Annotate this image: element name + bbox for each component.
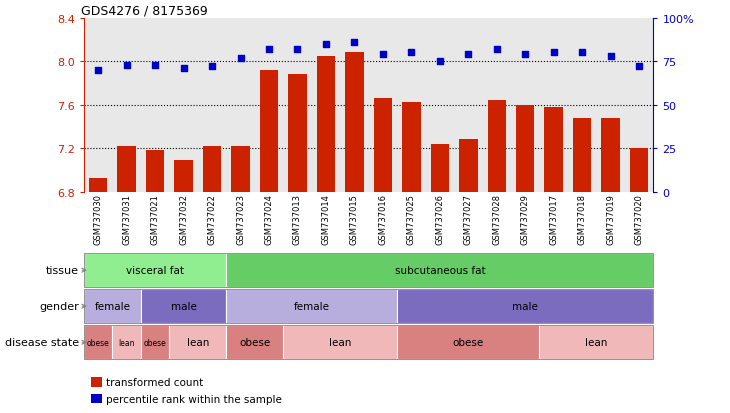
Text: tissue: tissue <box>46 266 79 275</box>
Point <box>235 55 247 62</box>
Point <box>206 64 218 71</box>
Bar <box>146 151 164 192</box>
Point <box>548 50 559 57</box>
Bar <box>174 161 193 192</box>
Point <box>292 47 304 53</box>
Point <box>406 50 418 57</box>
Text: visceral fat: visceral fat <box>126 266 184 275</box>
Point <box>263 47 274 53</box>
Point <box>491 47 502 53</box>
Point <box>121 62 133 69</box>
Point <box>434 59 445 65</box>
Bar <box>345 53 364 192</box>
Text: obese: obese <box>239 337 270 347</box>
Text: female: female <box>293 301 330 311</box>
Bar <box>488 101 506 192</box>
Bar <box>89 179 107 192</box>
Text: percentile rank within the sample: percentile rank within the sample <box>106 394 282 404</box>
Point <box>178 66 190 72</box>
Bar <box>203 147 221 192</box>
Point <box>577 50 588 57</box>
Text: disease state: disease state <box>4 337 79 347</box>
Text: lean: lean <box>187 337 209 347</box>
Text: subcutaneous fat: subcutaneous fat <box>394 266 485 275</box>
Point <box>349 40 361 46</box>
Text: transformed count: transformed count <box>106 377 203 387</box>
Bar <box>573 118 591 192</box>
Point <box>634 64 645 71</box>
Point <box>604 53 616 60</box>
Text: lean: lean <box>585 337 607 347</box>
Bar <box>118 147 136 192</box>
Bar <box>602 118 620 192</box>
Bar <box>630 149 648 192</box>
Point <box>519 52 531 58</box>
Bar <box>374 99 392 192</box>
Point <box>149 62 161 69</box>
Bar <box>288 75 307 192</box>
Bar <box>459 140 477 192</box>
Point <box>377 52 388 58</box>
Text: obese: obese <box>453 337 484 347</box>
Bar <box>317 57 335 192</box>
Text: GDS4276 / 8175369: GDS4276 / 8175369 <box>81 5 208 17</box>
Bar <box>260 71 278 192</box>
Text: male: male <box>171 301 196 311</box>
Bar <box>431 144 449 192</box>
Text: female: female <box>94 301 131 311</box>
Text: lean: lean <box>329 337 351 347</box>
Text: gender: gender <box>39 301 79 311</box>
Text: obese: obese <box>144 338 166 347</box>
Point <box>463 52 474 58</box>
Text: obese: obese <box>87 338 109 347</box>
Point <box>320 41 331 48</box>
Text: male: male <box>512 301 538 311</box>
Bar <box>402 103 420 192</box>
Point <box>92 67 104 74</box>
Bar <box>231 147 250 192</box>
Bar <box>516 105 534 192</box>
Text: lean: lean <box>118 338 135 347</box>
Bar <box>545 107 563 192</box>
